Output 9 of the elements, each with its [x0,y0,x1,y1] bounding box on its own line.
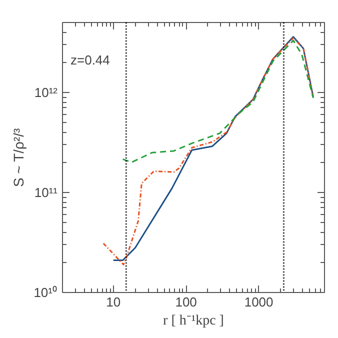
y-axis-title: S ~ T/ρ²/³ [10,128,27,187]
y-tick-label: 10¹² [34,84,58,100]
x-tick-label: 10 [106,294,121,310]
x-tick-label: 1000 [244,294,274,310]
x-axis-title: r [ h⁻¹kpc ] [163,314,224,328]
x-tick-label: 100 [175,294,197,310]
y-tick-label: 10¹¹ [34,184,58,200]
annotation: z=0.44 [70,52,110,68]
y-tick-label: 10¹⁰ [34,285,58,300]
